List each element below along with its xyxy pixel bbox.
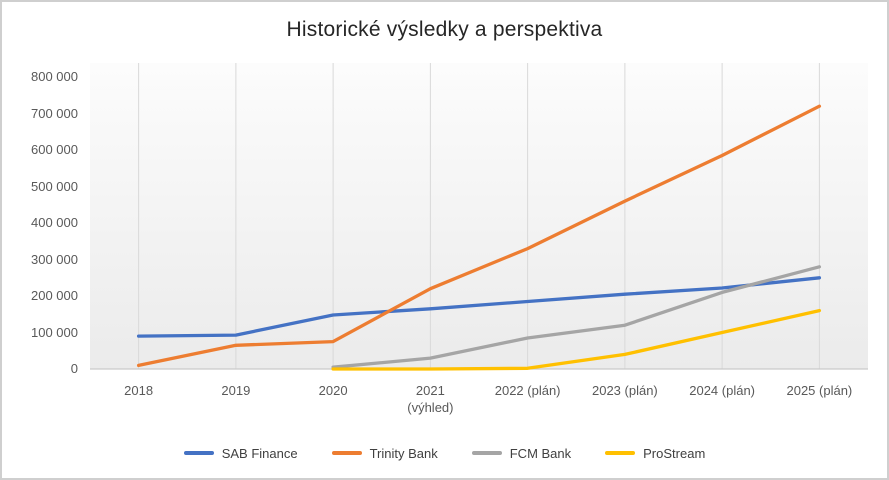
x-tick-label-2019: 2019 [221, 383, 251, 398]
legend-label-sab-finance: SAB Finance [221, 445, 298, 461]
y-tick-label-700-000: 700 000 [31, 105, 78, 121]
legend-swatch-sab-finance [183, 451, 214, 455]
y-tick-label-500-000: 500 000 [31, 178, 78, 194]
y-tick-label-0: 0 [70, 361, 78, 376]
x-tick-label-2020: 2020 [318, 383, 348, 398]
x-tick-label-2018: 2018 [124, 383, 154, 398]
legend-label-trinity-bank: Trinity Bank [369, 445, 438, 461]
y-tick-label-400-000: 400 000 [31, 215, 78, 230]
y-tick-label-800-000: 800 000 [31, 69, 78, 84]
legend-item-prostream: ProStream [605, 446, 705, 461]
legend-swatch-trinity-bank [331, 451, 362, 455]
y-tick-label-100-000: 100 000 [31, 324, 78, 340]
legend-item-sab-finance: SAB Finance [183, 445, 298, 461]
series-line-sab-finance [136, 276, 822, 338]
y-tick-label-300-000: 300 000 [31, 251, 78, 267]
series-line-prostream [331, 308, 822, 371]
x-tick-label-2023-pl-n: 2023 (plán) [591, 383, 658, 398]
y-tick-label-600-000: 600 000 [31, 142, 78, 157]
legend-swatch-prostream [605, 451, 636, 455]
legend-item-trinity-bank: Trinity Bank [331, 445, 438, 461]
x-tick-label-2024-pl-n: 2024 (plán) [689, 383, 756, 398]
legend-label-prostream: ProStream [643, 445, 706, 461]
legend-label-fcm-bank: FCM Bank [509, 445, 572, 461]
x-tick-label-2025-pl-n: 2025 (plán) [786, 383, 853, 398]
chart-title: Historické výsledky a perspektiva [286, 18, 603, 41]
legend: SAB Finance Trinity Bank FCM Bank ProStream [2, 443, 887, 463]
x-tick-label-2021: 2021 (výhled) [407, 383, 454, 415]
legend-item-fcm-bank: FCM Bank [471, 445, 572, 461]
legend-swatch-fcm-bank [471, 451, 502, 455]
plot-background [90, 63, 868, 369]
series-line-trinity-bank [136, 104, 822, 368]
x-tick-label-2022-pl-n: 2022 (plán) [494, 383, 561, 398]
series-line-fcm-bank [331, 265, 822, 369]
y-tick-label-200-000: 200 000 [31, 288, 78, 303]
